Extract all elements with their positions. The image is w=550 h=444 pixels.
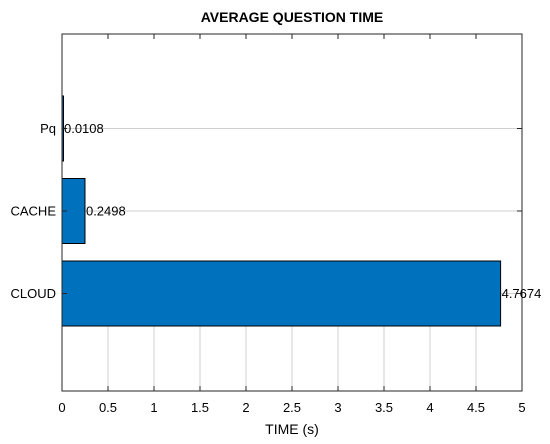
- x-tick-label: 0: [58, 400, 65, 415]
- x-tick-label: 1.5: [191, 400, 209, 415]
- bar-cloud: [61, 260, 502, 327]
- x-axis-ticks: 0 0.5 1 1.5 2 2.5 3 3.5 4 4.5 5: [58, 34, 526, 415]
- data-label: 4.7674: [502, 286, 542, 301]
- x-tick-label: 0.5: [99, 400, 117, 415]
- y-tick-label: Pq: [40, 121, 56, 136]
- y-tick-label: CLOUD: [10, 286, 56, 301]
- data-labels: 4.7674 0.2498 0.0108: [64, 121, 541, 301]
- x-tick-label: 1: [150, 400, 157, 415]
- data-label: 0.2498: [86, 204, 126, 219]
- x-tick-label: 2: [242, 400, 249, 415]
- x-tick-label: 5: [518, 400, 525, 415]
- y-axis-ticks: CLOUD CACHE Pq: [10, 121, 522, 301]
- x-tick-label: 4: [426, 400, 433, 415]
- grid-lines: [62, 128, 522, 391]
- x-tick-label: 2.5: [283, 400, 301, 415]
- y-tick-label: CACHE: [10, 204, 56, 219]
- chart-title: AVERAGE QUESTION TIME: [201, 9, 384, 25]
- data-label: 0.0108: [64, 121, 104, 136]
- x-axis-label: TIME (s): [265, 421, 319, 437]
- x-tick-label: 4.5: [467, 400, 485, 415]
- x-tick-label: 3: [334, 400, 341, 415]
- x-tick-label: 3.5: [375, 400, 393, 415]
- bars: [61, 95, 502, 327]
